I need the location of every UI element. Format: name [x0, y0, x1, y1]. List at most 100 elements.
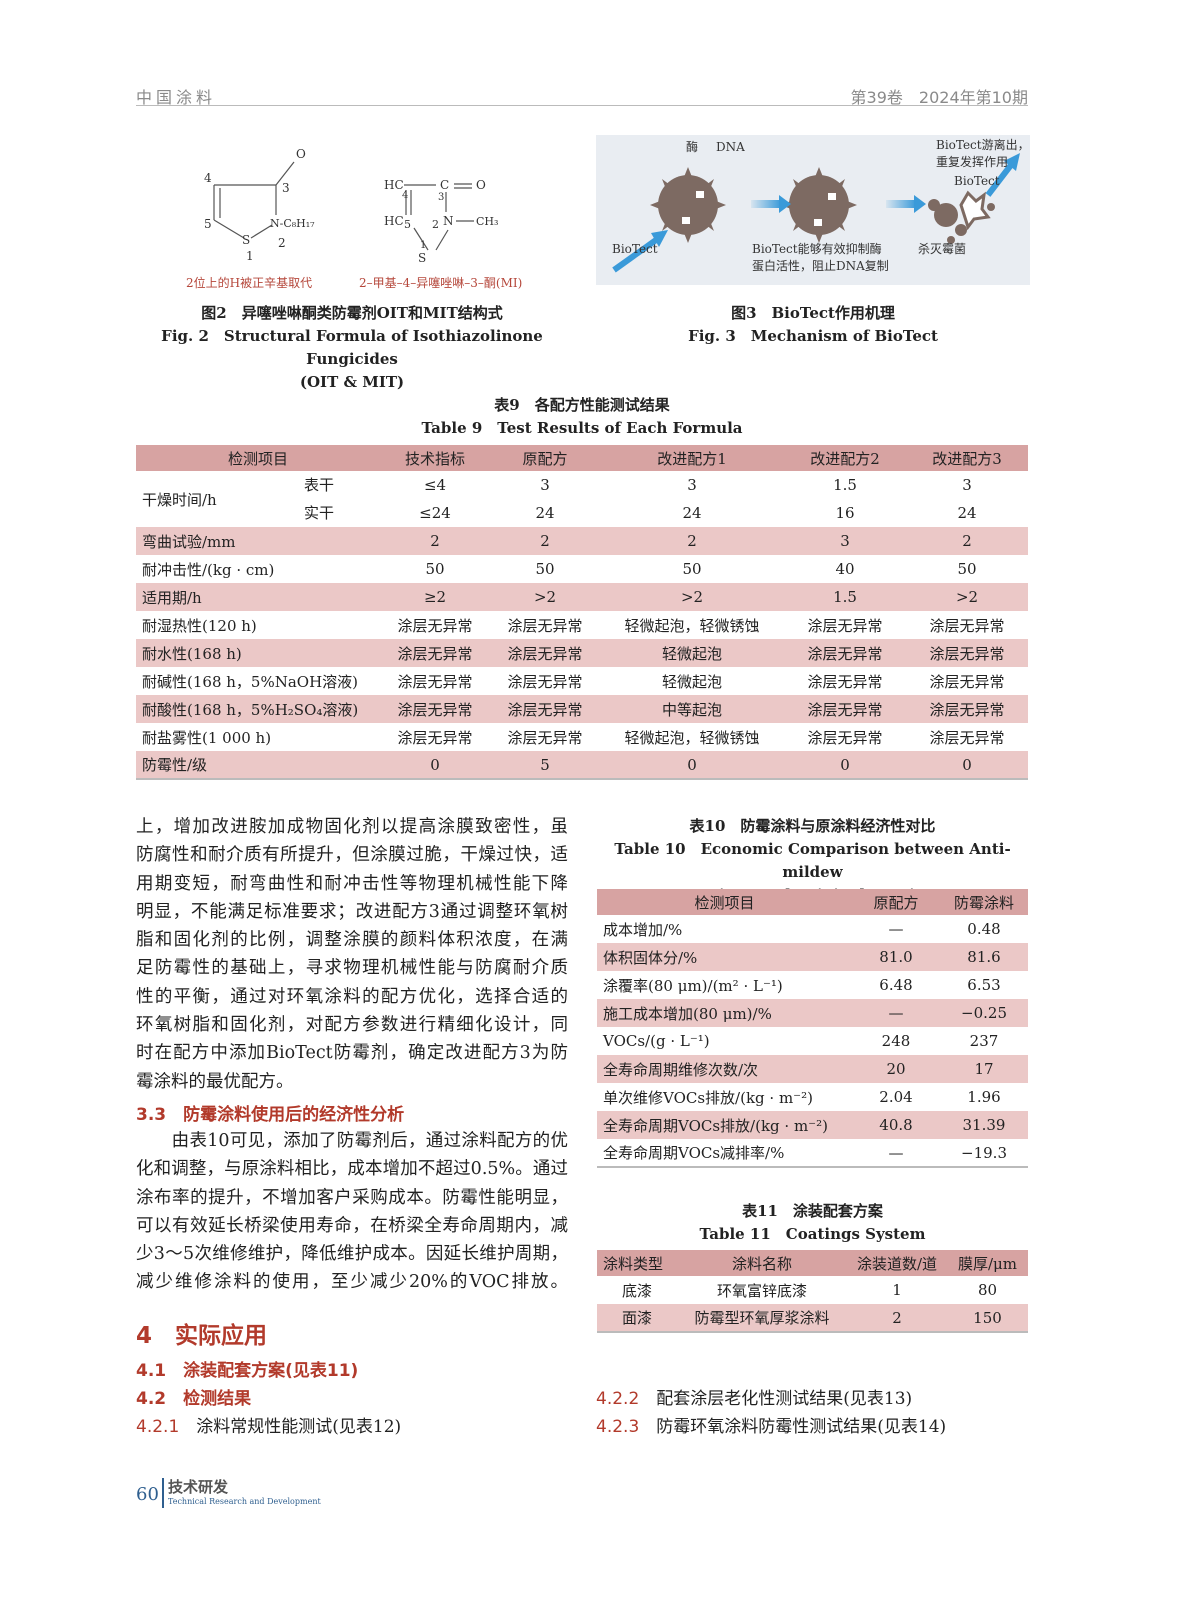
row-label: VOCs/(g · L⁻¹): [603, 1032, 710, 1050]
cell: 涂层无异常: [929, 616, 1005, 635]
cell: 2: [687, 532, 697, 550]
cell: —: [888, 920, 904, 938]
mit-o: O: [476, 178, 486, 192]
cell: 涂层无异常: [807, 616, 883, 635]
heading-text: 配套涂层老化性测试结果(见表13): [656, 1389, 913, 1409]
col-header: 技术指标: [404, 449, 465, 468]
text-line: 上，增加改进胺加成物固化剂以提高涂膜致密性，虽: [136, 817, 568, 837]
cell: 涂层无异常: [929, 644, 1005, 663]
oit-pos1: 1: [246, 249, 254, 263]
row-label: 全寿命周期VOCs减排率/%: [603, 1144, 785, 1162]
cell: 0: [687, 755, 697, 774]
table-row: 全寿命周期维修次数/次 20 17: [597, 1055, 1028, 1083]
cell: −0.25: [961, 1004, 1007, 1022]
text-line: 霉涂料的最优配方。: [136, 1071, 294, 1092]
cell: 涂层无异常: [507, 728, 583, 747]
text-line: 涂布率的提升，不增加客户采购成本。防霉性能明显，: [136, 1187, 568, 1208]
text-line: 由表10可见，添加了防霉剂后，通过涂料配方的优: [136, 1131, 568, 1151]
journal-name: 中国涂料: [136, 88, 217, 107]
cell: >2: [533, 588, 557, 606]
cell: ≥2: [423, 588, 447, 606]
table-row: 耐水性(168 h) 涂层无异常 涂层无异常 轻微起泡 涂层无异常 涂层无异常: [136, 639, 1028, 667]
mit-pos1: 1: [420, 240, 426, 251]
cell: 轻微起泡，轻微锈蚀: [624, 728, 760, 747]
cell: —: [888, 1004, 904, 1022]
table11-title-cn: 表11 涂装配套方案: [742, 1202, 883, 1220]
cell: 40.8: [879, 1116, 913, 1134]
label-release-1: BioTect游离出，: [936, 137, 1030, 152]
text-line: 防腐性和耐介质有所提升，但涂膜过脆，干燥过快，适: [136, 845, 568, 866]
table11-caption: 表11 涂装配套方案 Table 11 Coatings System: [597, 1200, 1028, 1246]
label-inhibit-2: 蛋白活性，阻止DNA复制: [752, 258, 889, 273]
cell: 涂层无异常: [807, 644, 883, 663]
table-row: 弯曲试验/mm 2 2 2 3 2: [136, 527, 1028, 555]
heading-4-2: 4.2 检测结果: [136, 1389, 252, 1409]
table-row: 涂覆率(80 μm)/(m² · L⁻¹) 6.48 6.53: [597, 971, 1028, 999]
row-label: 全寿命周期VOCs排放/(kg · m⁻²): [603, 1116, 828, 1135]
cell: 24: [957, 504, 977, 522]
heading-text: 防霉环氧涂料防霉性测试结果(见表14): [656, 1417, 947, 1437]
col-header: 涂料类型: [603, 1254, 664, 1273]
table-row: VOCs/(g · L⁻¹) 248 237: [597, 1027, 1028, 1055]
cell: 涂层无异常: [397, 700, 473, 719]
table10-title-en-2: Coatings and Original Coatings: [680, 886, 945, 904]
label-enzyme: 酶: [686, 139, 698, 154]
cell: ≤24: [419, 504, 451, 522]
text-line: 脂和固化剂的比例，调整涂膜的颜料体积浓度，在满: [136, 930, 568, 951]
footer-bar: [162, 1478, 164, 1508]
cell: 1.5: [833, 588, 857, 606]
table-row: 防霉性/级 0 5 0 0 0: [136, 751, 1028, 779]
row-label: 耐盐雾性(1 000 h): [142, 728, 272, 747]
mit-n: N: [443, 214, 454, 228]
text-line: 化和调整，与原涂料相比，成本增加不超过0.5%。通过: [136, 1159, 568, 1180]
oit-n: N-C₈H₁₇: [270, 217, 315, 230]
table10-header: 检测项目 原配方 防霉涂料: [597, 889, 1028, 915]
oit-pos3: 3: [282, 181, 290, 195]
table11-title-en: Table 11 Coatings System: [699, 1225, 926, 1243]
label-release-2: 重复发挥作用: [936, 154, 1008, 169]
text-line: 足防霉性的基础上，寻求物理机械性能与防腐耐介质: [136, 958, 568, 979]
body-paragraph-2: 由表10可见，添加了防霉剂后，通过涂料配方的优 化和调整，与原涂料相比，成本增加不…: [136, 1127, 568, 1297]
label-dna: DNA: [716, 140, 745, 154]
fig2-title-cn: 图2 异噻唑啉酮类防霉剂OIT和MIT结构式: [201, 304, 503, 322]
cell: 2.04: [879, 1088, 913, 1106]
col-header: 原配方: [873, 893, 919, 912]
cell: 轻微起泡，轻微锈蚀: [624, 616, 760, 635]
table-row: 耐碱性(168 h，5%NaOH溶液) 涂层无异常 涂层无异常 轻微起泡 涂层无异常 涂层…: [136, 667, 1028, 695]
cell: 2: [430, 532, 440, 550]
mit-caption: 2–甲基–4–异噻唑啉–3–酮(MI): [359, 275, 522, 290]
cell: 中等起泡: [661, 700, 722, 719]
table10: 检测项目 原配方 防霉涂料 成本增加/% — 0.48 体积固体分/% 81.0 81.6…: [597, 889, 1028, 1168]
table11: 涂料类型 涂料名称 涂装道数/道 膜厚/μm 底漆 环氧富锌底漆 1 80 面漆 防霉型环…: [597, 1250, 1028, 1333]
cell: 50: [682, 560, 702, 578]
cell: 1.5: [833, 476, 857, 494]
cell: 17: [974, 1060, 994, 1078]
col-header: 改进配方2: [810, 449, 880, 468]
table-row: 适用期/h ≥2 >2 >2 1.5 >2: [136, 583, 1028, 611]
cell: −19.3: [961, 1143, 1007, 1162]
cell: 0: [962, 755, 972, 774]
cell: 1: [892, 1281, 902, 1299]
cell: 涂层无异常: [807, 700, 883, 719]
cell: >2: [680, 588, 704, 606]
cell: 3: [962, 476, 972, 494]
fig3-mechanism-image: 酶 DNA BioTect BioTect能够有效抑制酶 蛋白活性，阻止DNA复…: [596, 135, 1030, 285]
heading-4-2-1: 4.2.1 涂料常规性能测试(见表12): [136, 1412, 401, 1437]
cell: 150: [973, 1308, 1002, 1327]
table-row: 干燥时间/h 表干 实干 ≤4 3 3 1.5 3: [136, 471, 1028, 522]
cell: 50: [535, 560, 555, 578]
table10-title-cn: 表10 防霉涂料与原涂料经济性对比: [689, 817, 936, 835]
row-label: 耐冲击性/(kg · cm): [142, 560, 275, 579]
mit-ch3: CH₃: [476, 215, 498, 228]
mit-pos5: 5: [404, 218, 411, 231]
row-label: 体积固体分/%: [603, 948, 698, 967]
col-header: 改进配方1: [657, 449, 727, 468]
table9: 检测项目 技术指标 原配方 改进配方1 改进配方2 改进配方3 干燥时间/h 表干…: [136, 445, 1028, 780]
cell: 81.6: [967, 948, 1001, 966]
row-label: 施工成本增加(80 μm)/%: [603, 1004, 772, 1023]
row-label: 耐湿热性(120 h): [142, 616, 257, 635]
cell: 50: [957, 560, 977, 578]
cell: 0: [430, 755, 440, 774]
page-number: 60: [136, 1484, 159, 1505]
cell: 2: [540, 532, 550, 550]
